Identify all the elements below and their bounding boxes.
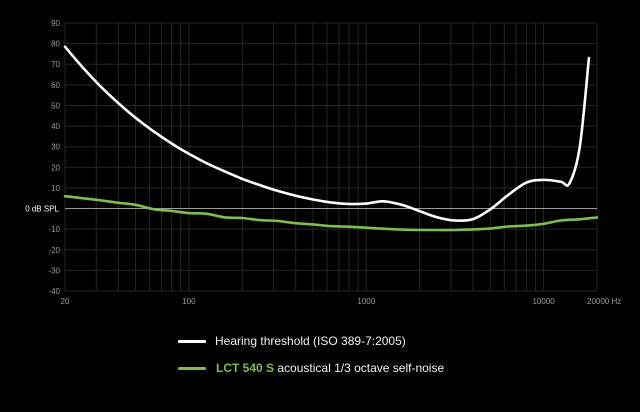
x-tick-label: 10000 [532, 297, 555, 306]
x-tick-label: 20 [61, 297, 70, 306]
y-tick-label: -30 [48, 266, 60, 275]
legend-swatch-hearing-threshold [178, 340, 206, 343]
y-tick-label: 50 [51, 101, 60, 110]
y-tick-label: -40 [48, 287, 60, 296]
y-tick-label: 70 [51, 60, 60, 69]
x-tick-label: 1000 [357, 297, 375, 306]
y-tick-label: 90 [51, 19, 60, 28]
legend-series-description: acoustical 1/3 octave self-noise [277, 361, 445, 375]
legend-label-self-noise: LCT 540 S acoustical 1/3 octave self-noi… [216, 358, 444, 378]
y-tick-label: 40 [51, 122, 60, 131]
y-tick-label: 30 [51, 143, 60, 152]
legend-product-name: LCT 540 S [216, 361, 275, 375]
y-tick-label: -10 [48, 225, 60, 234]
x-tick-label: 20000 Hz [587, 297, 621, 306]
y-tick-label: 10 [51, 184, 60, 193]
y-tick-label: 20 [51, 163, 60, 172]
legend-item-hearing-threshold: Hearing threshold (ISO 389-7:2005) [0, 331, 640, 351]
series-line-self-noise [63, 194, 599, 232]
x-tick-label: 100 [182, 297, 196, 306]
legend-swatch-self-noise [178, 367, 206, 370]
series-line-hearing-threshold [63, 45, 591, 222]
y-tick-label: 60 [51, 81, 60, 90]
y-tick-label: -20 [48, 246, 60, 255]
legend-item-self-noise: LCT 540 S acoustical 1/3 octave self-noi… [0, 358, 640, 378]
reference-line-label: 0 dB SPL [25, 205, 59, 214]
legend-label-hearing-threshold: Hearing threshold (ISO 389-7:2005) [215, 334, 406, 348]
y-tick-label: 80 [51, 40, 60, 49]
